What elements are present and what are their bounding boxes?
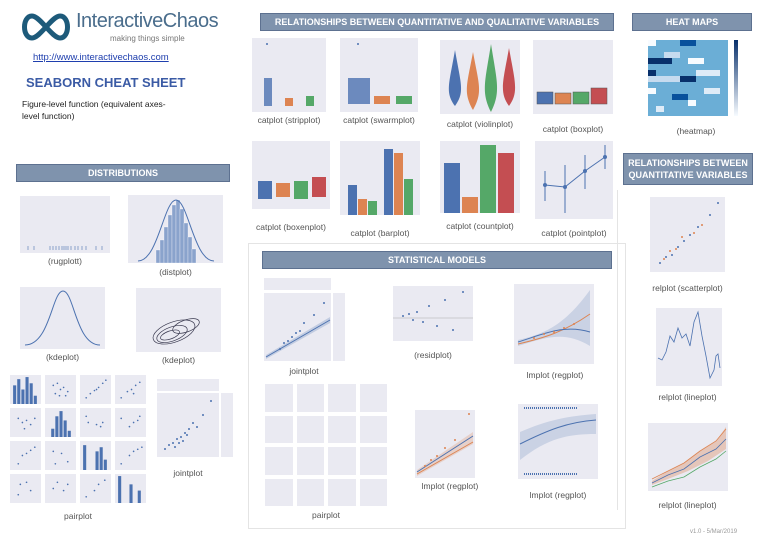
- website-link[interactable]: http://www.interactivechaos.com: [33, 52, 169, 63]
- jointplot-caption: jointplot: [173, 468, 203, 478]
- lineplot-chart: [656, 308, 722, 386]
- pairplot-grid: [10, 375, 146, 503]
- infinity-logo-icon: [22, 13, 70, 41]
- distplot-chart: [128, 195, 223, 263]
- stripplot-caption: catplot (stripplot): [257, 115, 321, 125]
- heatmap-chart: [648, 40, 744, 116]
- lmplot-scatter-caption: lmplot (regplot): [421, 481, 479, 491]
- pairplot-hue-caption: pairplot: [312, 510, 340, 520]
- countplot-chart: [440, 141, 520, 213]
- residplot-caption: (residplot): [414, 350, 452, 360]
- lmplot-hue-chart: [514, 284, 594, 364]
- logo: [18, 12, 74, 42]
- jointplot-chart: [157, 393, 219, 457]
- lineplot-ci-caption: relplot (lineplot): [658, 500, 717, 510]
- violinplot-chart: [440, 40, 520, 114]
- page-title: SEABORN CHEAT SHEET: [26, 75, 186, 90]
- boxenplot-chart: [252, 141, 330, 209]
- boxenplot-caption: catplot (boxenplot): [256, 222, 326, 232]
- scatterplot-caption: relplot (scatterplot): [652, 283, 723, 293]
- section-distributions: DISTRIBUTIONS: [16, 164, 230, 182]
- jointplot-marginal-x: [157, 379, 219, 391]
- scatterplot-chart: [650, 197, 725, 272]
- lineplot-ci-chart: [648, 423, 728, 491]
- heatmap-caption: (heatmap): [676, 126, 716, 136]
- jointplot-marginal-y: [221, 393, 233, 457]
- lmplot-logistic-chart: [518, 404, 598, 479]
- distplot-caption: (distplot): [159, 267, 192, 277]
- jointplot2-marginal-x: [264, 278, 331, 290]
- boxplot-chart: [533, 40, 613, 114]
- countplot-caption: catplot (countplot): [446, 221, 514, 231]
- boxplot-caption: catplot (boxplot): [542, 124, 604, 134]
- kdeplot-chart: [20, 287, 105, 349]
- rugplot-chart: [20, 196, 110, 253]
- kdeplot-caption: (kdeplot): [45, 352, 80, 362]
- section-stat-models: STATISTICAL MODELS: [262, 251, 612, 269]
- lmplot-scatter-chart: [415, 410, 475, 478]
- pointplot-chart: [535, 141, 613, 219]
- pointplot-caption: catplot (pointplot): [541, 228, 607, 238]
- jointplot2-marginal-y: [333, 293, 345, 361]
- barplot-caption: catplot (barplot): [350, 228, 410, 238]
- section-quant: RELATIONSHIPS BETWEEN QUANTITATIVE VARIA…: [623, 153, 753, 185]
- kdeplot-bivariate-caption: (kdeplot): [161, 355, 196, 365]
- kdeplot-bivariate-chart: [136, 288, 221, 352]
- residplot-chart: [393, 286, 473, 341]
- section-quant-qual: RELATIONSHIPS BETWEEN QUANTITATIVE AND Q…: [260, 13, 614, 31]
- barplot-chart: [340, 141, 420, 215]
- pairplot-caption: pairplot: [64, 511, 92, 521]
- lineplot-caption: relplot (lineplot): [658, 392, 717, 402]
- divider: [617, 190, 618, 510]
- section-heat-maps: HEAT MAPS: [632, 13, 752, 31]
- stripplot-chart: [252, 38, 326, 112]
- lmplot-hue-caption: lmplot (regplot): [526, 370, 584, 380]
- violinplot-caption: catplot (violinplot): [446, 119, 514, 129]
- pairplot-hue-grid: [265, 384, 387, 506]
- jointplot2-chart: [264, 293, 331, 361]
- swarmplot-chart: [340, 38, 418, 112]
- rugplot-caption: (rugplott): [47, 256, 82, 266]
- stat-models-panel: [248, 243, 626, 529]
- version-label: v1.0 - 5/Mar/2019: [690, 529, 738, 535]
- brand-tagline: making things simple: [110, 34, 185, 43]
- jointplot2-caption: jointplot: [289, 366, 319, 376]
- subtitle: Figure-level function (equivalent axes-l…: [22, 99, 166, 121]
- swarmplot-caption: catplot (swarmplot): [343, 115, 415, 125]
- brand-name: InteractiveChaos: [76, 10, 219, 32]
- lmplot-logistic-caption: lmplot (regplot): [529, 490, 587, 500]
